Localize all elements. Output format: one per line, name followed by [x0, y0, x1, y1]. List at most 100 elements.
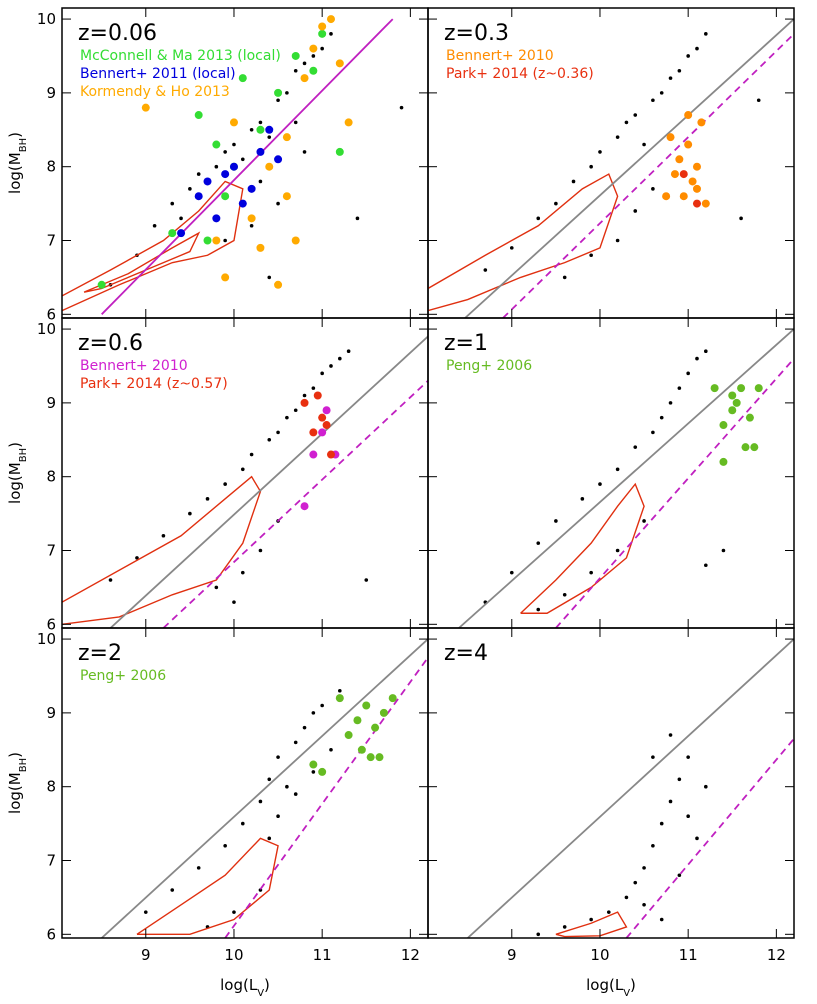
- obs-point: [379, 708, 388, 717]
- obs-point: [256, 125, 265, 134]
- sim-point: [659, 91, 664, 95]
- obs-point: [335, 694, 344, 703]
- sim-point: [651, 843, 655, 848]
- obs-point: [318, 29, 327, 38]
- sim-point: [311, 711, 316, 715]
- relation-line: [458, 328, 794, 628]
- sim-point: [686, 54, 690, 58]
- y-axis-label: log(MBH): [6, 442, 29, 504]
- obs-point: [728, 391, 737, 400]
- obs-point: [728, 406, 737, 415]
- relation-line: [625, 738, 794, 938]
- sim-point: [606, 910, 611, 914]
- obs-point: [322, 421, 331, 430]
- obs-point: [719, 457, 728, 466]
- sim-point: [659, 821, 664, 826]
- panel-label: z=0.06: [78, 21, 157, 46]
- sim-point: [214, 164, 219, 169]
- sim-point: [659, 415, 664, 420]
- obs-point: [212, 140, 221, 149]
- legend-entry: Kormendy & Ho 2013: [80, 84, 230, 100]
- obs-point: [291, 236, 300, 245]
- sim-point: [589, 917, 593, 922]
- obs-point: [710, 384, 719, 393]
- obs-point: [335, 147, 344, 156]
- label-part: log(M: [6, 772, 24, 814]
- sim-point: [170, 201, 175, 206]
- sim-point: [205, 497, 210, 501]
- sim-point: [633, 113, 638, 117]
- obs-point: [309, 66, 318, 75]
- sim-point: [598, 150, 602, 154]
- sim-point: [562, 592, 567, 597]
- label-part: log(M: [6, 462, 24, 504]
- sim-point: [258, 548, 263, 553]
- sim-point: [642, 142, 646, 147]
- obs-point: [194, 111, 203, 120]
- sim-point: [267, 777, 272, 782]
- label-part: BH: [18, 138, 29, 152]
- sim-point: [677, 386, 682, 390]
- sim-point: [302, 150, 307, 154]
- sim-point: [293, 792, 298, 796]
- relation-line: [101, 638, 428, 938]
- obs-point: [318, 428, 327, 437]
- contour: [520, 482, 645, 614]
- sim-point: [668, 733, 673, 737]
- sim-point: [320, 46, 324, 51]
- sim-point: [179, 216, 183, 221]
- obs-point: [741, 443, 750, 452]
- obs-point: [662, 192, 671, 201]
- sim-point: [293, 120, 298, 125]
- sim-point: [346, 349, 351, 354]
- sim-point: [580, 497, 585, 501]
- sim-point: [267, 135, 272, 139]
- sim-point: [249, 223, 254, 228]
- obs-point: [692, 199, 701, 208]
- sim-point: [562, 925, 567, 929]
- sim-point: [668, 401, 673, 405]
- contour: [62, 180, 244, 312]
- sim-point: [311, 386, 316, 390]
- obs-point: [335, 59, 344, 68]
- sim-point: [615, 238, 620, 243]
- legend-entry: Bennert+ 2010: [80, 358, 188, 374]
- obs-point: [309, 760, 318, 769]
- sim-point: [483, 268, 488, 272]
- y-tick-label: 7: [46, 852, 56, 870]
- plot-area: [458, 328, 794, 628]
- obs-point: [203, 177, 212, 186]
- sim-point: [554, 201, 558, 206]
- obs-point: [318, 767, 327, 776]
- sim-point: [589, 570, 593, 575]
- obs-point: [737, 384, 746, 393]
- obs-point: [265, 162, 274, 171]
- obs-point: [256, 243, 265, 252]
- x-tick-label: 11: [313, 946, 332, 964]
- sim-point: [223, 238, 227, 243]
- relation-line: [101, 18, 394, 315]
- sim-point: [651, 98, 655, 103]
- y-tick-label: 7: [46, 542, 56, 560]
- y-tick-label: 8: [46, 778, 56, 796]
- obs-point: [366, 753, 375, 762]
- sim-point: [651, 430, 655, 435]
- contour: [62, 475, 262, 626]
- sim-point: [293, 408, 298, 413]
- sim-point: [311, 770, 316, 774]
- sim-point: [677, 777, 682, 782]
- sim-point: [329, 32, 333, 36]
- sim-point: [695, 46, 699, 51]
- sim-point: [624, 120, 629, 125]
- obs-point: [221, 273, 230, 282]
- sim-point: [668, 799, 673, 804]
- label-part: ): [264, 976, 270, 994]
- sim-point: [355, 216, 360, 221]
- obs-point: [309, 44, 318, 53]
- sim-point: [686, 814, 690, 819]
- panel-label: z=2: [78, 641, 122, 666]
- panel-label: z=0.3: [444, 21, 509, 46]
- legend-entry: Bennert+ 2010: [446, 48, 554, 64]
- sim-point: [240, 821, 245, 826]
- obs-point: [291, 51, 300, 60]
